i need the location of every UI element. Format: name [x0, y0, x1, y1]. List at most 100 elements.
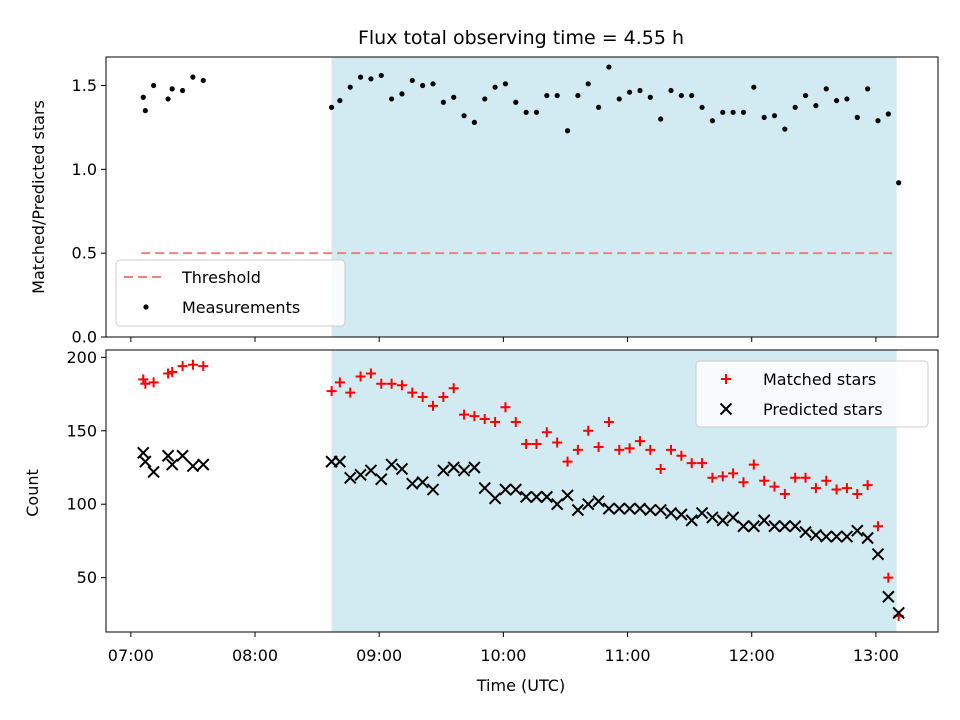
predicted-star-point: [416, 475, 429, 489]
matched-star-point: [438, 392, 449, 402]
predicted-star-point: [437, 464, 450, 477]
predicted-star-point: [499, 483, 512, 496]
matched-star-point: [666, 444, 677, 455]
top-panel-frame: [105, 56, 939, 338]
legend-matched-swatch: [721, 374, 731, 384]
bottom-y-tick-label: 200: [66, 348, 97, 367]
matched-star-point: [748, 459, 759, 470]
predicted-star-point: [468, 461, 481, 474]
measurement-point: [357, 74, 364, 80]
legend-matched-label: Matched stars: [763, 370, 876, 389]
top-y-tick-label: 1.0: [72, 160, 97, 179]
top-y-axis-label: Matched/Predicted stars: [29, 100, 48, 294]
legend-matched-marker: [721, 374, 731, 384]
predicted-star-point: [571, 503, 585, 517]
measurement-point: [699, 104, 705, 110]
measurement-point: [833, 97, 840, 104]
predicted-star-point: [747, 520, 761, 533]
measurement-point: [730, 109, 736, 115]
predicted-star-point: [540, 490, 554, 504]
predicted-star-point: [768, 520, 781, 533]
predicted-star-point: [530, 490, 543, 504]
predicted-star-point: [478, 481, 491, 495]
predicted-star-point: [778, 520, 792, 533]
measurement-point: [420, 82, 426, 89]
bottom-panel-frame: [105, 349, 939, 633]
predicted-star-point: [385, 458, 398, 471]
matched-star-point: [738, 477, 749, 488]
predicted-star-point: [139, 455, 152, 468]
measurement-point: [389, 96, 395, 102]
predicted-star-point: [426, 483, 440, 496]
bottom-y-tick-label: 100: [66, 495, 97, 514]
matched-star-point: [810, 483, 821, 494]
x-tick-label: 12:00: [729, 646, 775, 665]
predicted-star-point: [882, 590, 895, 603]
legend-predicted-marker: [719, 402, 733, 416]
legend-predicted-swatch: [719, 402, 733, 416]
predicted-star-point: [633, 502, 647, 515]
measurement-point: [440, 99, 446, 105]
matched-star-point: [198, 361, 209, 372]
measurement-point: [792, 104, 798, 110]
x-axis-label: Time (UTC): [476, 676, 565, 695]
matched-star-point: [645, 444, 656, 455]
predicted-star-point: [447, 461, 460, 474]
predicted-star-point: [695, 506, 709, 520]
predicted-star-point: [644, 503, 657, 517]
predicted-star-point: [395, 462, 409, 476]
measurement-point: [151, 82, 157, 89]
predicted-star-point: [706, 511, 719, 524]
measurement-point: [658, 116, 664, 122]
matched-star-point: [479, 414, 490, 425]
matched-star-point: [655, 463, 666, 474]
measurement-point: [409, 77, 415, 84]
matched-star-point: [334, 377, 345, 388]
matched-star-point: [593, 441, 604, 452]
predicted-star-point: [186, 459, 200, 473]
matched-star-point: [883, 572, 894, 583]
predicted-star-point: [820, 530, 833, 543]
predicted-star-point: [147, 465, 160, 479]
predicted-star-point: [613, 502, 626, 515]
matched-star-point: [779, 488, 790, 499]
predicted-star-point: [871, 547, 885, 561]
predicted-star-point: [364, 464, 378, 477]
measurement-point: [720, 109, 726, 115]
legend-threshold-label: Threshold: [181, 268, 261, 287]
measurement-point: [709, 118, 716, 124]
measurement-point: [761, 114, 767, 120]
chart-title: Flux total observing time = 4.55 h: [358, 27, 684, 49]
predicted-star-point: [344, 471, 357, 484]
predicted-star-point: [664, 506, 678, 520]
matched-star-point: [552, 437, 563, 448]
measurement-point: [896, 180, 902, 186]
matched-star-point: [521, 439, 532, 449]
matched-star-point: [148, 377, 159, 388]
predicted-star-point: [550, 498, 564, 511]
top-y-tick-label: 0.5: [72, 244, 97, 263]
predicted-star-point: [861, 531, 874, 545]
measurement-point: [802, 92, 809, 99]
measurement-point: [564, 128, 571, 134]
predicted-star-point: [788, 520, 802, 533]
matched-star-point: [386, 378, 397, 389]
x-tick-label: 08:00: [232, 646, 278, 665]
matched-star-point: [138, 374, 149, 385]
bottom-y-axis-label: Count: [23, 469, 42, 517]
measurement-point: [606, 64, 612, 70]
measurement-point: [165, 96, 171, 102]
measurement-point: [595, 104, 602, 110]
predicted-star-point: [406, 477, 419, 490]
measurement-point: [430, 81, 436, 87]
measurement-point: [678, 92, 684, 99]
bottom-y-tick-label: 150: [66, 421, 97, 440]
x-tick-label: 13:00: [853, 646, 899, 665]
top-legend: Threshold Measurements: [115, 259, 346, 327]
matched-star-point: [790, 472, 801, 483]
measurement-point: [347, 84, 353, 90]
measurement-point: [627, 89, 633, 95]
predicted-star-point: [457, 464, 471, 477]
legend-measurements-label: Measurements: [182, 298, 300, 317]
measurement-point: [451, 94, 457, 100]
